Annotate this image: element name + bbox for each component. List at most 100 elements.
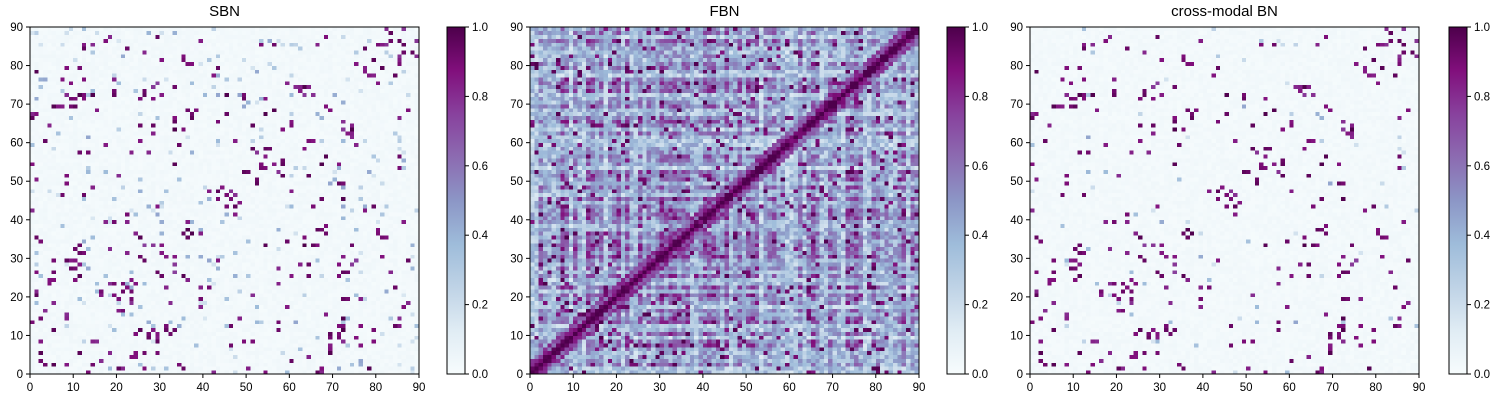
heatmap-cell — [86, 278, 91, 282]
heatmap-cell — [78, 320, 83, 324]
heatmap-cell — [242, 355, 247, 359]
heatmap-cell — [177, 254, 182, 258]
heatmap-cell — [164, 243, 169, 247]
heatmap-cell — [307, 347, 312, 351]
heatmap-cell — [121, 281, 126, 285]
heatmap-cell — [389, 293, 394, 297]
heatmap-cell — [346, 247, 351, 251]
heatmap-cell — [134, 181, 139, 185]
heatmap-cell — [52, 254, 57, 258]
heatmap-cell — [259, 362, 264, 366]
heatmap-cell — [358, 197, 363, 201]
heatmap-cell — [294, 231, 299, 235]
heatmap-cell — [315, 332, 320, 336]
heatmap-cell — [112, 335, 117, 339]
heatmap-cell — [358, 251, 363, 255]
heatmap-cell — [52, 359, 57, 363]
heatmap-cell — [151, 224, 156, 228]
heatmap-cell — [302, 224, 307, 228]
heatmap-cell — [82, 366, 87, 370]
heatmap-cell — [82, 162, 87, 166]
heatmap-cell — [47, 281, 52, 285]
heatmap-cell — [47, 266, 52, 270]
heatmap-cell — [328, 308, 333, 312]
heatmap-cell — [108, 224, 113, 228]
heatmap-cell — [255, 297, 260, 301]
heatmap-cell — [155, 328, 160, 332]
heatmap-cell — [311, 220, 316, 224]
heatmap-cell — [371, 274, 376, 278]
heatmap-cell — [160, 274, 165, 278]
heatmap-cell — [73, 355, 78, 359]
heatmap-cell — [121, 274, 126, 278]
heatmap-cell — [155, 355, 160, 359]
heatmap-cell — [315, 216, 320, 220]
heatmap-cell — [324, 174, 329, 178]
heatmap-cell — [393, 285, 398, 289]
heatmap-cell — [65, 235, 70, 239]
heatmap-cell — [186, 216, 191, 220]
heatmap-cell — [112, 247, 117, 251]
heatmap-cell — [259, 351, 264, 355]
heatmap-cell — [47, 235, 52, 239]
heatmap-cell — [173, 359, 178, 363]
heatmap-cell — [255, 359, 260, 363]
heatmap-cell — [203, 185, 208, 189]
heatmap-cell — [60, 185, 65, 189]
heatmap-cell — [255, 193, 260, 197]
heatmap-cell — [229, 185, 234, 189]
heatmap-cell — [56, 312, 61, 316]
heatmap-cell — [220, 247, 225, 251]
heatmap-cell — [39, 324, 44, 328]
heatmap-cell — [237, 224, 242, 228]
heatmap-cell — [242, 274, 247, 278]
heatmap-cell — [341, 297, 346, 301]
heatmap-cell — [285, 293, 290, 297]
heatmap-cell — [225, 359, 230, 363]
heatmap-cell — [307, 189, 312, 193]
heatmap-cell — [393, 243, 398, 247]
heatmap-cell — [207, 174, 212, 178]
heatmap-cell — [289, 197, 294, 201]
heatmap-cell — [289, 258, 294, 262]
heatmap-cell — [246, 274, 251, 278]
heatmap-cell — [229, 181, 234, 185]
heatmap-cell — [142, 320, 147, 324]
heatmap-cell — [397, 332, 402, 336]
heatmap-cell — [78, 270, 83, 274]
heatmap-cell — [268, 335, 273, 339]
heatmap-cell — [389, 262, 394, 266]
heatmap-cell — [212, 243, 217, 247]
heatmap-cell — [337, 216, 342, 220]
heatmap-cell — [389, 289, 394, 293]
heatmap-cell — [181, 216, 186, 220]
heatmap-cell — [397, 247, 402, 251]
heatmap-cell — [233, 235, 238, 239]
heatmap-cell — [103, 216, 108, 220]
heatmap-cell — [199, 258, 204, 262]
heatmap-cell — [320, 162, 325, 166]
heatmap-cell — [173, 185, 178, 189]
heatmap-cell — [212, 247, 217, 251]
heatmap-cell — [268, 185, 273, 189]
heatmap-cell — [328, 166, 333, 170]
heatmap-cell — [203, 347, 208, 351]
heatmap-cell — [328, 201, 333, 205]
heatmap-cell — [384, 320, 389, 324]
heatmap-cell — [259, 308, 264, 312]
heatmap-cell — [121, 189, 126, 193]
heatmap-cell — [363, 231, 368, 235]
heatmap-cell — [151, 258, 156, 262]
heatmap-cell — [242, 320, 247, 324]
heatmap-cell — [216, 166, 221, 170]
heatmap-cell — [259, 201, 264, 205]
heatmap-cell — [384, 235, 389, 239]
heatmap-cell — [216, 181, 221, 185]
heatmap-cell — [320, 258, 325, 262]
heatmap-cell — [263, 208, 268, 212]
heatmap-cell — [129, 320, 134, 324]
heatmap-cell — [86, 293, 91, 297]
heatmap-cell — [302, 216, 307, 220]
heatmap-cell — [121, 235, 126, 239]
heatmap-cell — [30, 166, 35, 170]
